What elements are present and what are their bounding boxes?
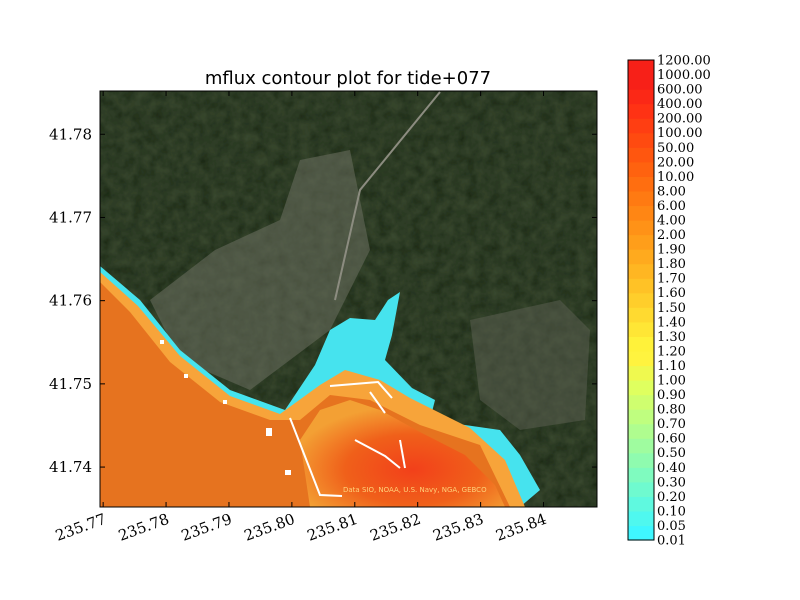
colorbar-segment — [628, 307, 654, 323]
colorbar-level-label: 6.00 — [657, 199, 686, 214]
colorbar-segment — [628, 321, 654, 337]
map-attribution: Data SIO, NOAA, U.S. Navy, NGA, GEBCO — [343, 486, 487, 494]
highway-line — [334, 91, 441, 301]
east-town-area — [470, 300, 590, 430]
colorbar-level-label: 1.10 — [657, 359, 686, 374]
colorbar-segment — [628, 249, 654, 265]
colorbar-level-label: 0.40 — [657, 461, 686, 476]
colorbar-level-label: 0.10 — [657, 504, 686, 519]
colorbar-level-label: 1.30 — [657, 330, 686, 345]
colorbar-segment — [628, 525, 654, 541]
colorbar-segment — [628, 74, 654, 90]
colorbar-level-label: 0.50 — [657, 446, 686, 461]
colorbar-segment — [628, 190, 654, 207]
map-frame — [99, 90, 598, 508]
colorbar-level-label: 0.80 — [657, 403, 686, 418]
colorbar-level-label: 0.90 — [657, 388, 686, 403]
colorbar-level-label: 600.00 — [657, 83, 703, 98]
colorbar-segment — [628, 394, 654, 410]
colorbar-segment — [628, 423, 654, 439]
coastline-rocks — [160, 340, 291, 475]
x-tick-label: 235.78 — [116, 510, 171, 545]
colorbar-segment — [628, 176, 654, 192]
colorbar-segment — [628, 103, 654, 119]
x-tick-label: 235.80 — [242, 510, 297, 545]
colorbar-level-label: 0.20 — [657, 490, 686, 505]
x-tick-label: 235.84 — [493, 510, 548, 545]
colorbar-level-label: 20.00 — [657, 155, 694, 170]
colorbar-level-label: 100.00 — [657, 126, 703, 141]
y-tick-label: 41.77 — [49, 208, 92, 226]
map-plot-area: Data SIO, NOAA, U.S. Navy, NGA, GEBCO — [100, 91, 597, 507]
colorbar-level-label: 1200.00 — [657, 54, 711, 69]
colorbar-level-label: 0.01 — [657, 534, 686, 549]
colorbar-segment — [628, 132, 654, 148]
y-tick-label: 41.76 — [49, 292, 92, 310]
colorbar-segment — [628, 147, 654, 163]
colorbar-segment — [628, 409, 654, 425]
x-tick-label: 235.81 — [305, 510, 360, 545]
colorbar-segment — [628, 438, 654, 454]
colorbar-segment — [628, 161, 654, 177]
colorbar-segment — [628, 336, 654, 352]
colorbar-segment — [628, 234, 654, 250]
colorbar-level-label: 1.90 — [657, 243, 686, 258]
x-tick-label: 235.79 — [179, 510, 234, 545]
colorbar-level-label: 8.00 — [657, 184, 686, 199]
colorbar-level-label: 50.00 — [657, 141, 694, 156]
colorbar-level-label: 400.00 — [657, 97, 703, 112]
colorbar-frame — [627, 59, 655, 541]
colorbar-level-label: 200.00 — [657, 112, 703, 127]
colorbar-level-label: 0.30 — [657, 475, 686, 490]
colorbar-level-label: 4.00 — [657, 214, 686, 229]
colorbar-level-label: 0.60 — [657, 432, 686, 447]
colorbar-level-label: 2.00 — [657, 228, 686, 243]
colorbar-segment — [628, 496, 654, 512]
y-axis: 41.78 41.77 41.76 41.75 41.74 — [49, 125, 597, 476]
y-tick-label: 41.78 — [49, 125, 92, 143]
x-tick-label: 235.83 — [430, 510, 485, 545]
colorbar-level-label: 1.80 — [657, 257, 686, 272]
breakwater-lines — [289, 380, 406, 497]
colorbar-segment — [628, 365, 654, 381]
colorbar-segment — [628, 350, 654, 367]
colorbar-level-label: 1000.00 — [657, 68, 711, 83]
colorbar-level-label: 1.70 — [657, 272, 686, 287]
colorbar-level-label: 1.50 — [657, 301, 686, 316]
colorbar-segment — [628, 118, 654, 134]
colorbar-segment — [628, 481, 654, 497]
colorbar: 0.010.050.100.200.300.400.500.600.700.80… — [627, 54, 711, 549]
colorbar-segment — [628, 205, 654, 221]
town-grid-area — [150, 150, 370, 390]
colorbar-level-label: 10.00 — [657, 170, 694, 185]
colorbar-segment — [628, 510, 654, 527]
y-tick-label: 41.74 — [49, 458, 92, 476]
colorbar-segment — [628, 263, 654, 279]
x-tick-label: 235.82 — [368, 510, 423, 545]
colorbar-level-label: 0.70 — [657, 417, 686, 432]
colorbar-segment — [628, 292, 654, 308]
colorbar-segment — [628, 380, 654, 396]
colorbar-level-label: 0.05 — [657, 519, 686, 534]
colorbar-level-label: 1.40 — [657, 315, 686, 330]
colorbar-segment — [628, 220, 654, 236]
colorbar-level-label: 1.00 — [657, 374, 686, 389]
colorbar-segment — [628, 89, 654, 105]
colorbar-segment — [628, 467, 654, 483]
colorbar-level-label: 1.20 — [657, 344, 686, 359]
y-tick-label: 41.75 — [49, 375, 92, 393]
colorbar-level-label: 1.60 — [657, 286, 686, 301]
x-tick-label: 235.77 — [53, 510, 108, 545]
colorbar-segment — [628, 60, 654, 76]
colorbar-segment — [628, 278, 654, 294]
chart-title: mflux contour plot for tide+077 — [205, 68, 491, 89]
colorbar-segment — [628, 452, 654, 468]
